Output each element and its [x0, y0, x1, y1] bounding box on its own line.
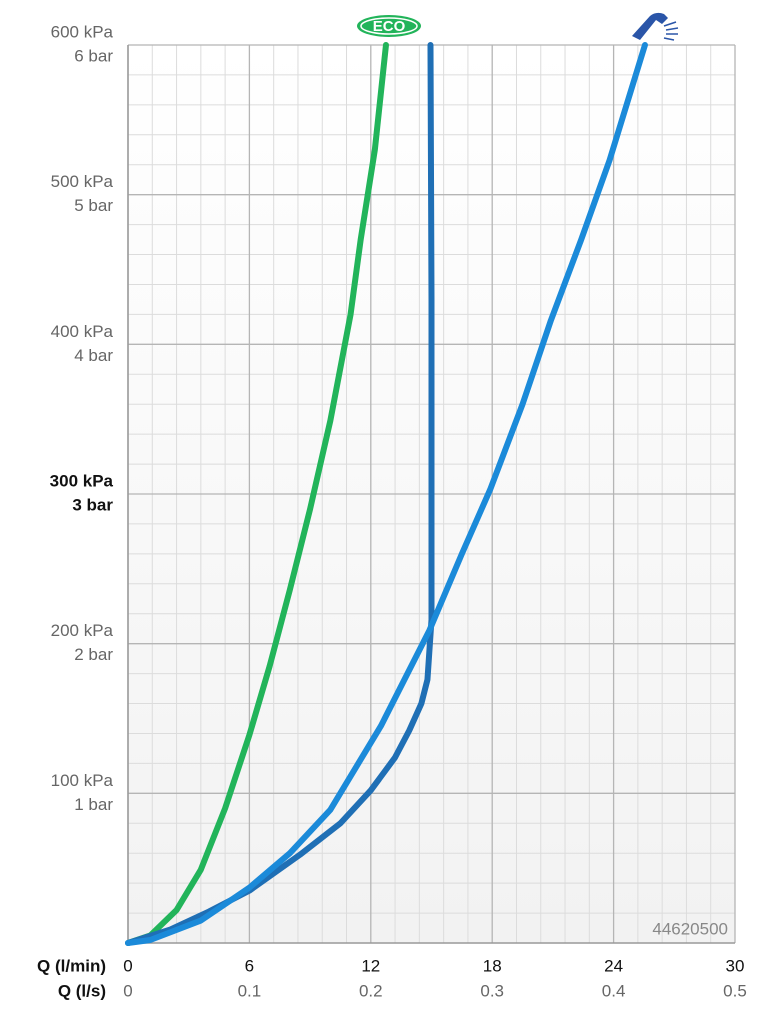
y-tick-label: 400 kPa	[51, 322, 114, 341]
x-tick-label: 12	[361, 956, 380, 975]
y-tick-label: 100 kPa	[51, 771, 114, 790]
y-tick-sublabel: 1 bar	[74, 795, 113, 814]
y-tick-sublabel: 4 bar	[74, 346, 113, 365]
labels: 0 6 12 18 24 30 0 0.1 0.2 0.3 0.4 0.5 100 kPa 1 bar 20…	[37, 22, 747, 1000]
eco-label: ECO	[373, 18, 406, 35]
x2-tick-label: 0.1	[238, 981, 262, 1000]
x2-tick-label: 0.2	[359, 981, 383, 1000]
y-tick-label: 200 kPa	[51, 621, 114, 640]
y-tick-sublabel: 2 bar	[74, 645, 113, 664]
x-tick-label: 0	[123, 956, 132, 975]
x2-tick-label: 0	[123, 981, 132, 1000]
x-tick-label: 6	[245, 956, 254, 975]
x-axis-title: Q (l/min)	[37, 956, 106, 975]
y-tick-sublabel: 3 bar	[72, 495, 113, 514]
x2-axis-title: Q (l/s)	[58, 981, 106, 1000]
x-tick-label: 30	[726, 956, 745, 975]
y-tick-label: 300 kPa	[50, 471, 114, 490]
series-line	[125, 42, 648, 946]
x2-tick-label: 0.3	[480, 981, 504, 1000]
eco-badge	[357, 15, 421, 37]
shower-icon	[632, 12, 679, 41]
y-tick-label: 500 kPa	[51, 172, 114, 191]
x-tick-label: 18	[483, 956, 502, 975]
y-tick-sublabel: 5 bar	[74, 196, 113, 215]
x2-tick-label: 0.5	[723, 981, 747, 1000]
y-tick-sublabel: 6 bar	[74, 46, 113, 65]
x2-tick-label: 0.4	[602, 981, 626, 1000]
y-tick-label: 600 kPa	[51, 22, 114, 41]
series-line	[125, 42, 389, 946]
watermark: 44620500	[652, 919, 728, 938]
grid	[127, 44, 736, 944]
eco-badge-ring	[360, 17, 418, 35]
x-tick-label: 24	[604, 956, 623, 975]
lines	[125, 42, 648, 946]
